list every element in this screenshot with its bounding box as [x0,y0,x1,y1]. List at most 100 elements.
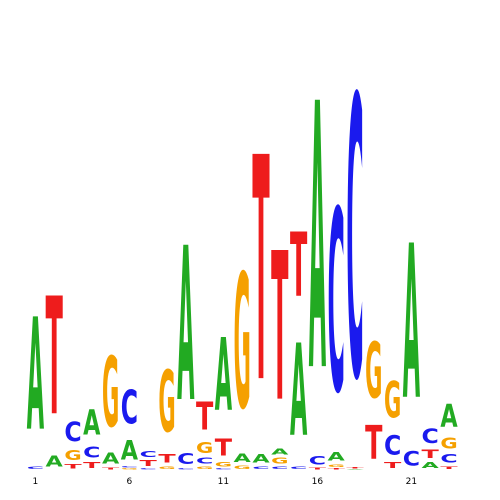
logo-letter: T [346,467,364,469]
logo-letter: T [64,464,82,471]
logo-letter: C [121,381,138,435]
logo-letter: A [46,452,63,470]
logo-letter: G [384,372,401,431]
logo-letter: G [196,439,213,457]
logo-letter: A [252,452,270,466]
logo-letter: G [234,465,251,470]
stack-position-20: TCG [384,372,402,470]
logo-letter: T [196,394,214,439]
logo-letter: A [83,403,101,443]
logo-letter: T [46,265,63,452]
stack-position-9: CCA [177,203,194,470]
logo-letter: T [309,467,327,470]
logo-letter: C [384,430,401,461]
logo-letter: T [384,462,402,471]
logo-letter: A [290,318,307,466]
stack-position-13: CAT [252,93,270,470]
logo-letter: C [121,466,138,468]
logo-letter: G [121,468,138,470]
logo-letter: T [422,448,440,461]
x-tick-label: 11 [218,477,229,487]
stack-position-19: TG [365,328,383,470]
logo-letter: C [177,450,194,468]
logo-letter: A [271,447,288,456]
stack-position-7: CTC [140,450,158,470]
x-tick-label: 16 [312,477,324,487]
logo-letter: A [403,201,420,447]
stack-position-2: AT [46,265,63,470]
logo-letter: A [177,203,194,449]
logo-letter: G [215,461,232,468]
logo-letter: A [422,461,439,470]
stack-position-8: GTG [158,353,176,470]
stack-position-12: GAG [234,235,252,470]
stack-position-18: ATC [346,19,364,470]
logo-letter: T [158,452,176,465]
stack-position-21: CA [403,201,420,471]
logo-letter: A [346,469,364,470]
logo-letter: A [328,450,346,464]
stack-position-3: TGC [64,417,82,471]
logo-letter: G [440,435,457,453]
logo-letter: A [27,286,44,465]
logo-letter: G [158,466,175,471]
logo-letter: T [83,462,101,471]
logo-letter: C [140,468,157,470]
logo-letter: G [196,466,213,471]
logo-letter: T [440,466,458,470]
logo-letter: C [83,443,100,461]
stack-position-16: TCA [309,29,327,470]
x-tick-label: 6 [127,477,133,487]
logo-letter: G [158,353,175,452]
logo-letter: C [271,465,288,470]
stack-position-1: CA [27,286,44,470]
logo-letter: T [252,93,269,451]
letter-stacks: CA ATTGCTCATAGGCACCTCGTGCCAGCGTCGTAGAGCAT… [27,19,459,471]
logo-letter: A [309,29,326,454]
logo-letter: A [102,449,119,467]
logo-letter: A [234,451,252,465]
x-tick-labels: 1 6 11 16 21 [33,477,418,487]
logo-letter: C [196,457,213,466]
logo-letter: C [440,453,457,466]
logo-letter: G [234,235,251,450]
logo-letter: T [140,459,158,468]
logo-letter: T [215,434,233,462]
logo-letter: A [215,319,232,435]
logo-letter: C [328,157,345,448]
logo-letter: C [309,455,326,468]
logo-letter: T [290,216,308,318]
logo-letter: C [252,465,269,470]
logo-letter: C [177,468,194,470]
logo-letter: C [215,468,232,470]
logo-letter: A [121,434,139,466]
logo-letter: T [328,468,346,470]
logo-letter: T [365,416,383,471]
logo-letter: C [27,465,44,470]
logo-letter: C [64,417,81,448]
logo-letter: T [102,467,120,470]
stack-position-22: ATC [422,426,440,470]
logo-letter: A [440,399,457,434]
logo-letter: G [365,328,382,417]
stack-position-5: TAG [102,338,120,470]
logo-letter: G [328,463,345,468]
logo-letter: C [403,448,420,470]
logo-letter: C [422,426,439,448]
stack-position-4: TCA [83,403,101,471]
x-tick-label: 21 [406,477,417,487]
logo-letter: G [64,449,81,464]
logo-letter: T [271,211,288,448]
stack-position-15: CAT [290,216,308,470]
logo-letter: G [102,338,119,450]
logo-letter: C [346,19,363,466]
logo-letter: C [140,450,157,459]
logo-letter: C [290,465,307,470]
